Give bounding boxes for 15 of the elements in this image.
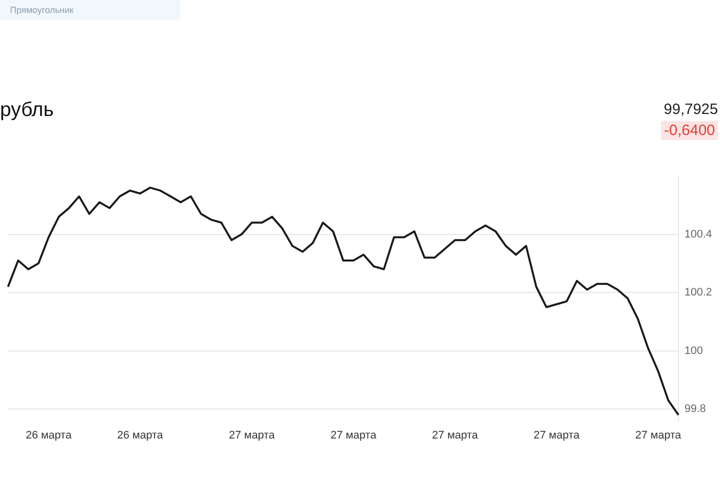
text: Прямоугольник xyxy=(0,0,180,20)
y-tick-label: 100 xyxy=(684,344,703,357)
x-tick-label: 26 марта xyxy=(26,429,72,442)
y-tick-label: 100.4 xyxy=(684,228,712,240)
x-tick-label: 27 марта xyxy=(534,429,580,442)
chart-title: рубль xyxy=(0,99,54,122)
y-tick-label: 100.2 xyxy=(684,286,712,299)
x-tick-label: 27 марта xyxy=(228,429,276,442)
x-tick-label: 26 марта xyxy=(117,429,164,442)
x-tick-label: 27 марта xyxy=(330,429,378,442)
x-tick-label: 27 марта xyxy=(432,429,479,442)
text: 99,7925 xyxy=(664,101,718,118)
x-tick-label: 27 марта xyxy=(635,429,682,442)
text: -0,6400 xyxy=(661,121,718,140)
y-tick-label: 99.8 xyxy=(684,403,706,416)
